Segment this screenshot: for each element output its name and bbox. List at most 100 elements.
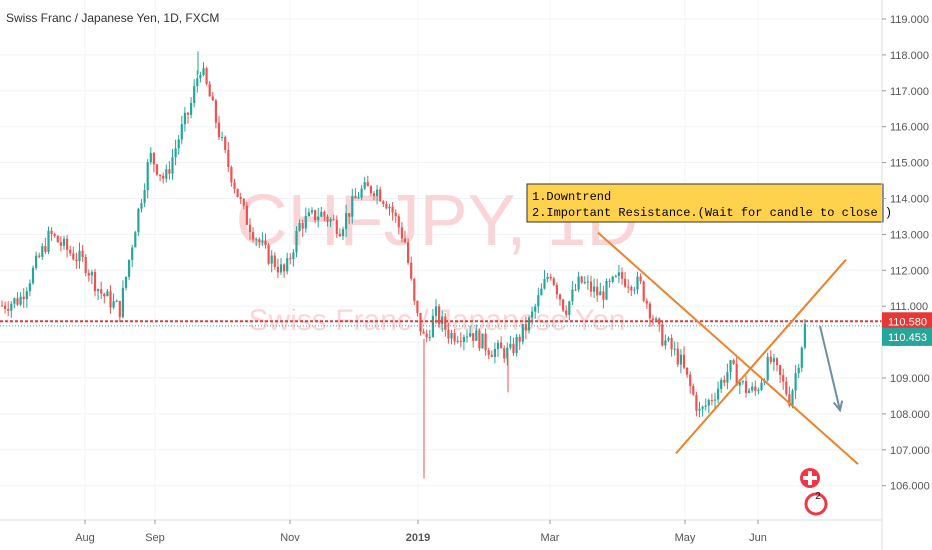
- candle-down: [602, 291, 605, 300]
- candle-down: [453, 333, 456, 342]
- candle-up: [62, 238, 66, 246]
- candle-up: [255, 239, 258, 241]
- candle-up: [140, 203, 143, 209]
- candle-up: [196, 78, 199, 87]
- candle-up: [534, 306, 537, 312]
- candle-down: [580, 276, 583, 283]
- candle-down: [695, 394, 698, 411]
- price-label: 113.000: [890, 229, 929, 241]
- downtrend-line[interactable]: [597, 231, 859, 465]
- candle-up: [115, 300, 118, 302]
- candle-down: [775, 358, 779, 366]
- candle-down: [651, 318, 655, 320]
- time-label: May: [675, 532, 696, 544]
- candle-up: [521, 324, 524, 342]
- candle-down: [38, 255, 41, 257]
- candle-down: [56, 235, 59, 243]
- forecast-arrow[interactable]: [819, 325, 841, 411]
- note-box[interactable]: 1.Downtrend 2.Important Resistance.(Wait …: [526, 183, 892, 223]
- candle-down: [608, 280, 611, 282]
- candle-down: [314, 210, 317, 221]
- candle-up: [10, 303, 13, 311]
- candle-down: [472, 333, 475, 341]
- candle-down: [410, 262, 413, 279]
- candle-up: [748, 390, 751, 393]
- candle-down: [785, 381, 788, 395]
- candle-up: [611, 276, 614, 282]
- candle-down: [205, 68, 208, 84]
- time-axis[interactable]: Aug Sep Nov 2019 Mar May Jun: [0, 519, 882, 544]
- price-axis[interactable]: 119.000 118.000 117.000 116.000 115.000 114.0…: [881, 0, 932, 550]
- candle-up: [112, 301, 115, 308]
- candle-down: [4, 305, 7, 309]
- candle-up: [431, 315, 434, 337]
- candle-up: [351, 196, 354, 217]
- candle-down: [416, 300, 419, 313]
- candle-down: [379, 189, 382, 202]
- candle-down: [394, 212, 397, 217]
- price-label: 117.000: [890, 86, 929, 98]
- candle-up: [667, 338, 670, 341]
- candle-down: [407, 242, 410, 263]
- candle-down: [252, 232, 255, 240]
- candle-down: [264, 240, 267, 245]
- candle-up: [571, 289, 574, 302]
- candle-down: [788, 394, 791, 406]
- candle-down: [723, 379, 726, 383]
- candle-down: [692, 386, 695, 395]
- candle-up: [310, 210, 314, 213]
- candle-down: [214, 100, 217, 123]
- candle-up: [527, 317, 531, 331]
- candle-up: [320, 211, 323, 217]
- candle-down: [676, 348, 679, 365]
- price-label: 106.000: [890, 481, 930, 493]
- candle-up: [106, 291, 109, 297]
- candle-up: [568, 301, 571, 315]
- candle-down: [769, 356, 772, 362]
- candle-up: [493, 349, 496, 357]
- candle-down: [487, 350, 490, 355]
- candle-up: [707, 400, 710, 406]
- candle-up: [345, 213, 348, 230]
- price-label: 119.000: [890, 14, 929, 26]
- candle-down: [438, 306, 441, 325]
- candle-down: [754, 386, 757, 391]
- candle-up: [221, 136, 224, 138]
- candle-up: [546, 276, 549, 279]
- candle-down: [283, 264, 286, 272]
- candle-down: [152, 152, 155, 165]
- candle-up: [617, 272, 620, 276]
- candle-up: [636, 276, 639, 290]
- time-label: Jun: [749, 532, 767, 544]
- candle-up: [633, 289, 636, 291]
- flag-icon-bar-v: [808, 471, 812, 485]
- candle-up: [766, 356, 769, 381]
- candle-down: [162, 175, 165, 179]
- candle-down: [224, 136, 227, 151]
- candle-down: [50, 230, 53, 234]
- candle-down: [558, 294, 562, 300]
- time-label: Mar: [541, 532, 560, 544]
- candle-down: [0, 305, 4, 307]
- candle-up: [720, 379, 723, 389]
- candle-down: [44, 246, 47, 252]
- candle-down: [348, 213, 351, 217]
- candle-down: [779, 365, 782, 376]
- candle-down: [385, 204, 388, 209]
- candle-down: [645, 300, 648, 304]
- candle-up: [193, 86, 196, 104]
- last-price-tag-bg: [882, 327, 932, 346]
- candle-down: [620, 272, 624, 279]
- ideas-badge[interactable]: 2: [800, 468, 828, 516]
- candle-down: [227, 150, 230, 167]
- candle-down: [84, 256, 87, 274]
- time-label: Sep: [145, 532, 165, 544]
- candle-up: [180, 124, 183, 140]
- resistance-tag-label: 110.580: [888, 316, 927, 328]
- candles: [0, 51, 806, 479]
- candle-down: [93, 272, 97, 292]
- candle-up: [701, 406, 704, 409]
- candle-down: [447, 329, 450, 339]
- uptrend-line[interactable]: [675, 258, 847, 455]
